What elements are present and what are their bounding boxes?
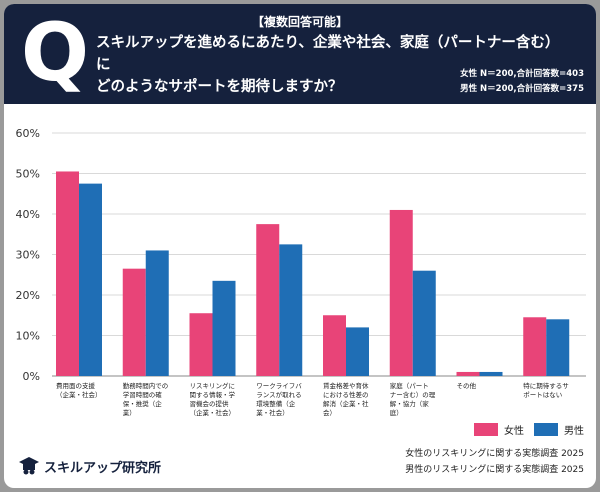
x-tick-label: リスキリングに — [190, 381, 236, 390]
x-tick-label: 解消（企業・社 — [323, 399, 369, 408]
y-tick-label: 30% — [16, 249, 40, 262]
x-tick-label: 環境整備（企 — [256, 399, 296, 408]
x-tick-label: 勤務時間内での — [123, 381, 169, 390]
bar-female-1 — [56, 171, 79, 376]
bar-female-3 — [189, 313, 213, 376]
x-tick-label: 保・推奨（企 — [123, 399, 163, 408]
x-tick-label: 庭） — [390, 408, 403, 416]
sample-female: 女性 N＝200,合計回答数=403 — [460, 69, 584, 79]
bar-male-1 — [79, 183, 102, 376]
bar-male-6 — [412, 270, 436, 376]
y-tick-label: 40% — [16, 208, 40, 221]
y-tick-label: 50% — [16, 168, 40, 181]
x-tick-label: （企業・社会） — [56, 390, 102, 399]
bar-female-6 — [389, 209, 413, 376]
bar-female-4 — [256, 224, 280, 376]
x-tick-label: 業） — [123, 408, 136, 416]
bar-male-3 — [212, 280, 236, 376]
x-tick-label: 業・社会） — [256, 408, 289, 416]
legend-swatch-female — [474, 423, 498, 436]
question-line-1: スキルアップを進めるにあたり、企業や社会、家庭（パートナー含む）に — [96, 35, 560, 73]
bar-male-8 — [546, 319, 570, 376]
x-tick-label: 賃金格差や育休 — [323, 381, 369, 390]
graduation-cap-icon — [19, 457, 39, 475]
x-tick-label: ポートはない — [523, 391, 562, 399]
header-banner: Q 【複数回答可能】 スキルアップを進めるにあたり、企業や社会、家庭（パートナー… — [4, 4, 596, 104]
bar-male-5 — [346, 327, 369, 376]
source-male: 男性のリスキリングに関する実態調査 2025 — [405, 465, 584, 475]
bar-male-2 — [145, 250, 169, 376]
y-tick-label: 10% — [16, 330, 40, 343]
question-line-2: どのようなサポートを期待しますか？ — [96, 79, 343, 95]
bar-female-5 — [323, 315, 346, 376]
bar-chart: 0%10%20%30%40%50%60%費用面の支援（企業・社会）勤務時間内での… — [16, 127, 586, 416]
brand-name: スキルアップ研究所 — [44, 460, 162, 476]
legend-swatch-male — [534, 423, 558, 436]
bar-male-4 — [279, 244, 303, 376]
x-tick-label: 解・協力（家 — [390, 399, 430, 408]
bar-female-8 — [523, 317, 547, 376]
x-tick-label: ワークライフバ — [256, 382, 302, 390]
x-tick-label: その他 — [457, 381, 477, 390]
x-tick-label: （企業・社会） — [190, 408, 236, 416]
x-tick-label: 習機会の提供 — [190, 399, 230, 408]
bar-male-7 — [479, 371, 503, 376]
multiple-answer-tag: 【複数回答可能】 — [251, 15, 348, 29]
q-logo: Q — [20, 6, 89, 99]
x-tick-label: ナー含む）の理 — [390, 390, 436, 399]
legend-male: 男性 — [534, 422, 584, 437]
legend-label-female: 女性 — [504, 426, 524, 437]
x-tick-label: 特に期待するサ — [523, 381, 569, 390]
source-female: 女性のリスキリングに関する実態調査 2025 — [405, 449, 584, 459]
bar-female-2 — [122, 268, 146, 376]
y-tick-label: 0% — [23, 370, 40, 383]
sources: 女性のリスキリングに関する実態調査 2025 男性のリスキリングに関する実態調査… — [405, 446, 584, 478]
x-tick-label: 費用面の支援 — [56, 381, 96, 390]
legend-label-male: 男性 — [564, 426, 584, 437]
x-tick-label: 家庭（パート — [390, 381, 429, 390]
y-tick-label: 60% — [16, 127, 40, 140]
x-tick-label: 関する情報・学 — [190, 390, 236, 399]
chart-card: Q 【複数回答可能】 スキルアップを進めるにあたり、企業や社会、家庭（パートナー… — [4, 4, 596, 488]
y-tick-label: 20% — [16, 289, 40, 302]
bar-female-7 — [456, 371, 480, 376]
legend-female: 女性 — [474, 422, 524, 437]
x-tick-label: 会） — [323, 408, 336, 416]
x-tick-label: における性差の — [323, 390, 369, 399]
x-tick-label: 学習時間の確 — [123, 390, 163, 399]
x-tick-label: ランスが取れる — [256, 390, 301, 399]
sample-male: 男性 N＝200,合計回答数=375 — [460, 84, 584, 94]
brand-logo: スキルアップ研究所 — [18, 456, 161, 476]
question-text: スキルアップを進めるにあたり、企業や社会、家庭（パートナー含む）に どのようなサ… — [96, 32, 566, 98]
